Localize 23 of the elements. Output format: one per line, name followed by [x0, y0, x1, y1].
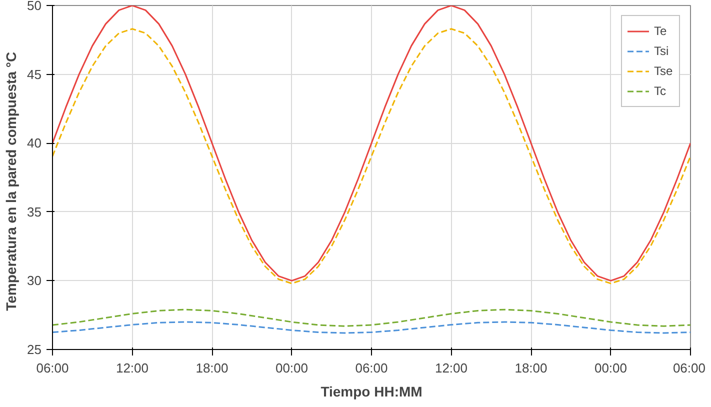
y-tick-label: 35 [27, 204, 42, 220]
x-axis-title: Tiempo HH:MM [320, 384, 422, 400]
legend-label: Tc [654, 84, 667, 98]
y-tick-label: 50 [27, 0, 42, 13]
line-series [52, 321, 690, 334]
x-tick-label: 18:00 [514, 360, 548, 376]
y-axis-title: Temperatura en la pared compuesta °C [3, 52, 20, 311]
y-tick-label: 25 [27, 342, 42, 357]
x-tick-label: 06:00 [36, 360, 69, 376]
legend-label: Tsi [654, 44, 670, 58]
y-tick-label: 30 [27, 273, 42, 288]
x-tick-label: 00:00 [594, 360, 628, 376]
line-series [52, 308, 690, 327]
legend-label: Tse [654, 64, 674, 78]
x-tick-label: 12:00 [434, 360, 468, 376]
legend-label: Te [654, 24, 668, 38]
x-tick-label: 06:00 [672, 360, 706, 376]
x-tick-label: 18:00 [196, 360, 228, 376]
x-tick-label: 12:00 [116, 360, 149, 376]
y-tick-label: 45 [27, 66, 42, 82]
y-tick-label: 40 [27, 136, 42, 151]
x-tick-label: 06:00 [355, 360, 388, 376]
x-tick-label: 00:00 [275, 360, 308, 376]
